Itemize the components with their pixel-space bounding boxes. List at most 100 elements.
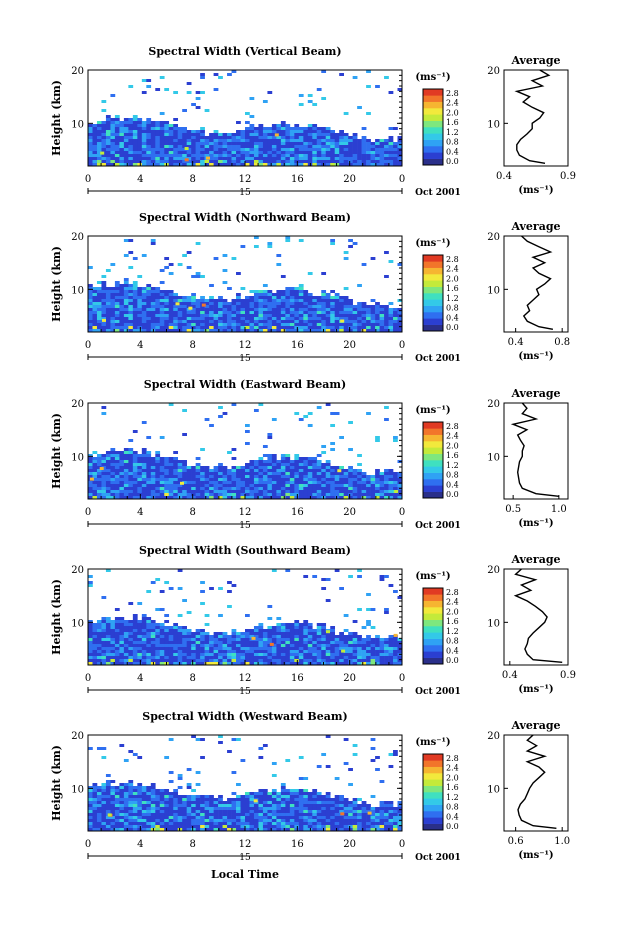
heatmap-cell [164,644,170,647]
heatmap-cell [110,305,116,308]
heatmap-cell [155,635,161,638]
heatmap-cell [267,148,273,151]
heatmap-cell [204,623,210,626]
heatmap-cell [132,463,138,466]
heatmap-cell [105,124,111,127]
heatmap-cell [177,139,183,142]
heatmap-cell [204,302,210,305]
heatmap-cell [227,326,232,329]
heatmap-cell [245,828,250,831]
heatmap-cell [236,783,241,786]
heatmap-cell [150,157,156,160]
heatmap-cell [366,308,371,311]
heatmap-cell [330,475,336,478]
heatmap-cell [213,154,219,157]
heatmap-cell [213,828,219,831]
heatmap-cell [366,142,371,145]
heatmap-cell [370,299,376,302]
heatmap-cell [96,807,102,810]
heatmap-cell [123,647,129,650]
heatmap-cell [361,647,367,650]
heatmap-cell [128,629,134,632]
heatmap-cell [321,626,327,629]
heatmap-cell [375,326,380,329]
x-tick-label: 0 [399,507,405,518]
heatmap-cell [222,302,228,305]
heatmap-cell [173,478,179,481]
heatmap-cell [110,448,116,451]
heatmap-cell [348,160,353,163]
heatmap-cell [182,320,187,323]
heatmap-cell [262,795,268,798]
colorbar-swatch [423,299,443,306]
heatmap-cell [258,493,264,496]
heatmap-cell [218,326,223,329]
heatmap-cell [155,323,161,326]
heatmap-cell [316,320,322,323]
heatmap-cell [110,478,116,481]
heatmap-cell [361,475,367,478]
heatmap-cell [227,487,232,490]
heatmap-cell [110,656,116,659]
heatmap-cell [289,305,295,308]
heatmap-cell [195,828,201,831]
heatmap-cell [182,798,187,801]
heatmap-cell [258,320,264,323]
heatmap-cell [388,136,394,139]
heatmap-cell [132,798,138,801]
colorbar-tick-label: 0.4 [446,147,459,156]
heatmap-cell [339,496,344,499]
heatmap-cell [285,323,291,326]
heatmap-cell [294,139,300,142]
heatmap-cell [92,469,98,472]
heatmap-cell [271,326,277,329]
heatmap-cell [222,813,228,816]
day-label: 15 [239,687,251,697]
heatmap-cell [245,151,250,154]
heatmap-cell [200,296,205,299]
heatmap-cell [253,305,259,308]
heatmap-cell [119,157,125,160]
heatmap-cell [164,795,170,798]
heatmap-cell [379,329,385,332]
heatmap-cell [213,130,219,133]
heatmap-cell [159,145,165,148]
heatmap-cell [105,481,111,484]
heatmap-cell [339,647,344,650]
heatmap-cell [245,629,250,632]
heatmap-cell [128,148,134,151]
heatmap-cell [294,305,300,308]
heatmap-cell [267,329,273,332]
heatmap-cell [123,816,129,819]
heatmap-cell [110,133,116,136]
heatmap-cell [262,644,268,647]
heatmap-cell [141,825,147,828]
heatmap-cell [155,792,161,795]
heatmap-cell [258,305,264,308]
heatmap-cell [209,822,214,825]
heatmap-cell [119,463,125,466]
heatmap-cell [271,454,277,457]
heatmap-cell [119,647,125,650]
heatmap-cell [195,154,201,157]
heatmap-cell [298,650,304,653]
heatmap-cell [137,478,143,481]
heatmap-cell [348,493,353,496]
heatmap-cell [361,148,367,151]
heatmap-cell [245,810,250,813]
heatmap-cell [222,496,228,499]
heatmap-cell [177,466,183,469]
heatmap-cell [334,326,340,329]
heatmap-cell [375,148,380,151]
heatmap-cell [289,154,295,157]
heatmap-cell [285,236,291,239]
heatmap-cell [352,650,358,653]
heatmap-cell [110,451,116,454]
heatmap-cell [177,133,183,136]
heatmap-cell [164,478,170,481]
heatmap-cell [92,287,98,290]
heatmap-cell [271,302,277,305]
colorbar-swatch [423,95,443,102]
heatmap-cell [280,142,286,145]
heatmap-cell [393,329,398,332]
